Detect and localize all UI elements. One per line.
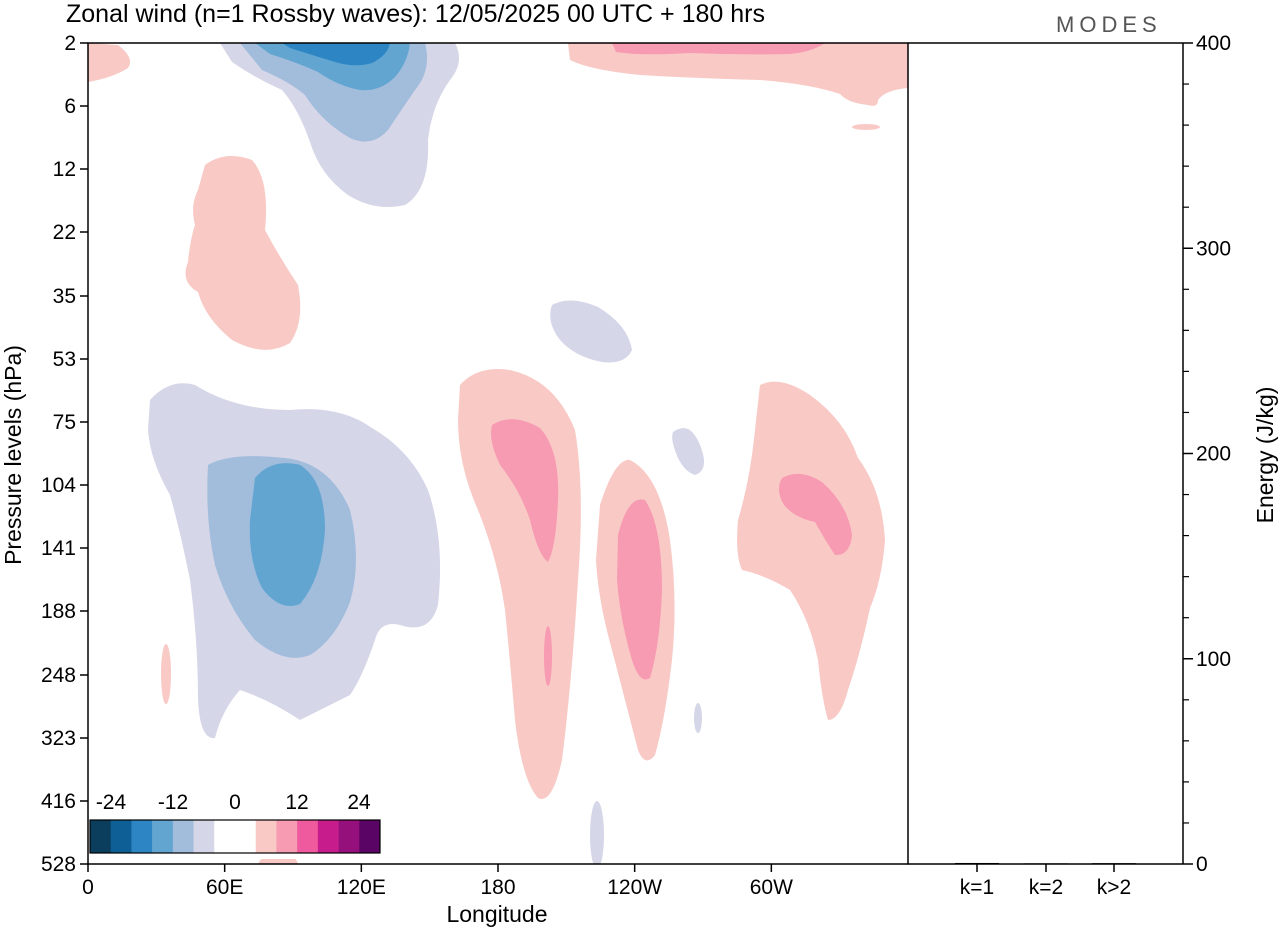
y-tick: 323	[41, 727, 88, 750]
y-tick: 22	[53, 221, 88, 244]
energy-axis: 0 100 200 300 400	[1183, 32, 1231, 876]
colorbar-label: -12	[158, 791, 188, 814]
colorbar-cell	[131, 820, 153, 853]
contour-region	[544, 626, 552, 686]
colorbar-cell	[276, 820, 298, 853]
y-tick: 188	[41, 600, 88, 623]
x-tick-label: 60E	[206, 876, 243, 899]
contour-region	[568, 43, 908, 106]
colorbar-cell	[193, 820, 215, 853]
y-tick: 248	[41, 664, 88, 687]
energy-bars: k=1 k=2 k>2	[955, 862, 1136, 899]
y-tick-label: 35	[53, 285, 76, 308]
energy-tick-label: 200	[1196, 443, 1231, 466]
contour-region	[88, 43, 131, 82]
energy-tick-label: 100	[1196, 648, 1231, 671]
contour-region	[778, 473, 852, 556]
energy-bar	[1092, 863, 1136, 865]
contour-region	[161, 644, 171, 704]
colorbar-cell	[90, 820, 112, 853]
y-tick: 104	[41, 474, 88, 497]
chart-title: Zonal wind (n=1 Rossby waves): 12/05/202…	[66, 0, 765, 28]
x-tick-label: 120E	[337, 876, 386, 899]
x-axis-label: Longitude	[446, 901, 547, 927]
colorbar-label: 12	[285, 791, 308, 814]
colorbar-label: 24	[347, 791, 371, 814]
y-tick-label: 528	[41, 853, 76, 876]
colorbar-cell	[110, 820, 132, 853]
contour-field	[88, 43, 908, 864]
colorbar-cell	[172, 820, 194, 853]
x-tick-label: 0	[82, 876, 94, 899]
y-tick-label: 6	[64, 95, 76, 118]
y-tick-label: 2	[64, 32, 76, 55]
energy-category-label: k=2	[1029, 876, 1063, 899]
y-tick-label: 104	[41, 474, 76, 497]
energy-tick-label: 400	[1196, 32, 1231, 55]
y-tick: 35	[53, 285, 88, 308]
y-tick-label: 416	[41, 790, 76, 813]
y-tick: 141	[41, 537, 88, 560]
colorbar-cell	[255, 820, 277, 853]
y-tick-label: 53	[53, 348, 76, 371]
y-tick: 528	[41, 853, 88, 876]
contour-region	[612, 43, 825, 55]
y-tick: 416	[41, 790, 88, 813]
colorbar-cell	[359, 820, 381, 853]
energy-category-label: k=1	[960, 876, 994, 899]
y-tick-label: 22	[53, 221, 76, 244]
contour-region	[852, 124, 880, 130]
energy-category-label: k>2	[1097, 876, 1131, 899]
colorbar-cell	[214, 820, 236, 853]
x-tick-label: 60W	[750, 876, 793, 899]
contour-region	[694, 703, 702, 733]
contour-region	[185, 156, 301, 350]
colorbar-cell	[297, 820, 319, 853]
y-axis-label: Pressure levels (hPa)	[0, 345, 26, 565]
energy-bar	[955, 862, 999, 864]
colorbar-frame	[89, 819, 381, 854]
brand-logo: MODES	[1056, 12, 1162, 37]
energy-axis-label: Energy (J/kg)	[1252, 387, 1278, 524]
x-tick-label: 180	[480, 876, 515, 899]
y-tick: 75	[53, 411, 88, 434]
y-axis: 2 6 12 22 35 53 75 104 141 188 248 323 4…	[41, 32, 88, 876]
colorbar-cell	[338, 820, 360, 853]
y-tick-label: 141	[41, 537, 76, 560]
y-tick-label: 12	[53, 158, 76, 181]
y-tick: 53	[53, 348, 88, 371]
colorbar-cell	[152, 820, 174, 853]
y-tick: 2	[64, 32, 88, 55]
energy-tick-label: 300	[1196, 237, 1231, 260]
contour-region	[590, 801, 604, 864]
contour-region	[491, 419, 559, 562]
y-tick: 6	[64, 95, 88, 118]
y-tick-label: 248	[41, 664, 76, 687]
y-tick-label: 323	[41, 727, 76, 750]
contour-region	[617, 499, 662, 680]
y-tick-label: 75	[53, 411, 76, 434]
energy-tick-label: 0	[1196, 853, 1208, 876]
contour-region	[282, 43, 390, 66]
colorbar-label: -24	[96, 791, 127, 814]
contour-region	[737, 381, 885, 720]
contour-region	[249, 463, 325, 606]
colorbar-label: 0	[229, 791, 241, 814]
energy-bar	[1024, 863, 1068, 865]
colorbar-cell	[235, 820, 257, 853]
y-tick: 12	[53, 158, 88, 181]
contour-region	[672, 428, 704, 475]
y-tick-label: 188	[41, 600, 76, 623]
x-axis: 0 60E 120E 180 120W 60W	[82, 864, 793, 899]
x-tick-label: 120W	[607, 876, 662, 899]
colorbar-cell	[317, 820, 339, 853]
colorbar: -24 -12 0 12 24	[88, 791, 384, 859]
contour-region	[550, 300, 632, 363]
